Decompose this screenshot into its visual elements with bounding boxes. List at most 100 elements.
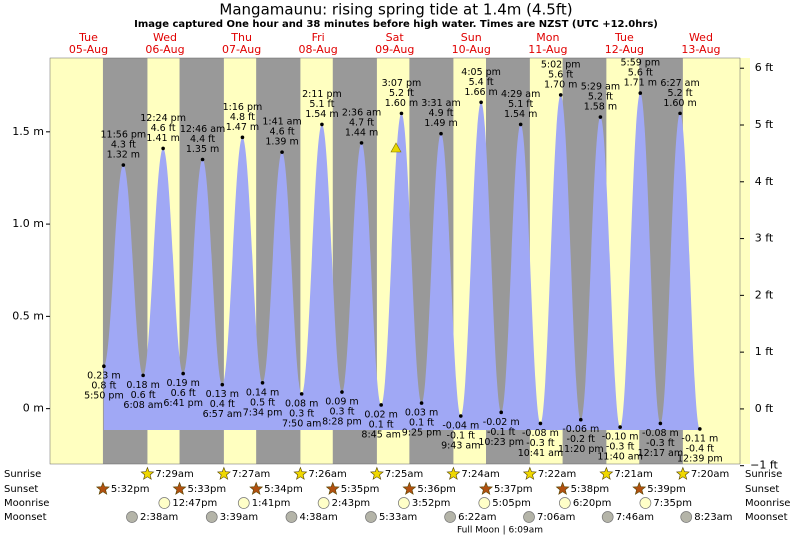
moonrise-icon <box>237 497 250 509</box>
moon-phase: Full Moon | 6:09am <box>457 526 543 536</box>
row-label: Sunrise <box>4 469 41 480</box>
tide-point <box>658 421 663 426</box>
tide-point <box>121 163 126 167</box>
tide-point <box>618 425 622 429</box>
tide-label: 6:08 am <box>123 400 162 411</box>
sunset-time: 5:34pm <box>264 484 303 495</box>
row-label: Sunset <box>4 484 38 495</box>
tide-label: 5:59 pm <box>620 58 660 69</box>
tide-label: 4.7 ft <box>349 117 374 128</box>
tide-label: 0.18 m <box>126 380 159 391</box>
moonset-time: 7:06am <box>537 512 575 523</box>
tide-label: -0.10 m <box>602 432 639 443</box>
tide-label: 1.44 m <box>345 127 378 138</box>
tide-point <box>538 421 543 426</box>
date-label: 08-Aug <box>299 43 338 56</box>
tide-label: 3:31 am <box>421 98 460 109</box>
tide-label: 0.3 ft <box>289 408 314 419</box>
date-label: 07-Aug <box>222 43 261 56</box>
tide-point <box>458 414 463 418</box>
tide-label: 0.4 ft <box>210 399 235 410</box>
tide-label: 5.4 ft <box>469 77 494 88</box>
tide-label: 4.6 ft <box>270 127 295 138</box>
row-label: Moonrise <box>745 498 790 509</box>
row-label: Sunrise <box>745 469 782 480</box>
moonrise-time: 12:47pm <box>172 498 217 509</box>
tide-label: 4:29 am <box>501 89 540 100</box>
moonrise-time: 1:41pm <box>252 498 291 509</box>
tide-label: 6:57 am <box>203 409 242 420</box>
tide-label: 5.1 ft <box>309 99 334 110</box>
moonrise-icon <box>158 497 171 509</box>
tide-label: 8:45 am <box>361 429 400 440</box>
tide-label: 0.1 ft <box>369 419 394 430</box>
date-label: 06-Aug <box>145 43 184 56</box>
weekday-label: Tue <box>614 31 634 44</box>
y-tick-label: 0.5 m <box>12 309 44 322</box>
tide-label: 0.5 ft <box>250 397 275 408</box>
tide-label: -0.3 ft <box>606 442 635 453</box>
sunset-icon <box>632 481 647 495</box>
tide-label: 1.66 m <box>464 87 497 98</box>
tide-label: -0.3 ft <box>526 438 555 449</box>
tide-label: 11:40 am <box>597 452 642 463</box>
tide-label: 1:41 am <box>262 117 301 128</box>
tide-label: 0.1 ft <box>409 418 434 429</box>
tide-label: -0.04 m <box>442 421 479 432</box>
sunrise-time: 7:25am <box>385 469 423 480</box>
y-tick-label: 1.0 m <box>12 217 44 230</box>
tide-point <box>340 390 344 394</box>
current-marker <box>390 142 402 153</box>
tide-label: 1.60 m <box>663 98 696 109</box>
weekday-label: Wed <box>153 31 177 44</box>
moonset-time: 2:38am <box>140 512 178 523</box>
sunset-time: 5:36pm <box>417 484 456 495</box>
tide-label: -0.1 ft <box>447 431 476 442</box>
tide-point <box>558 93 563 97</box>
moonset-time: 8:23am <box>694 512 732 523</box>
sunrise-icon <box>599 466 614 480</box>
tide-label: 1.41 m <box>146 133 179 144</box>
tide-label: 0.03 m <box>405 408 438 419</box>
tide-label: -0.4 ft <box>686 443 715 454</box>
moonrise-icon <box>317 497 330 509</box>
tide-label: 6:27 am <box>660 78 699 89</box>
tide-point <box>678 111 682 116</box>
date-label: 05-Aug <box>69 43 108 56</box>
moonset-icon <box>365 511 377 523</box>
tide-label: 1.54 m <box>504 109 537 120</box>
tide-label: 2:11 pm <box>302 89 342 100</box>
tide-label: 5:02 pm <box>541 59 581 70</box>
tide-label: 0.19 m <box>166 378 199 389</box>
tide-point <box>102 364 106 368</box>
tide-label: 5:29 am <box>581 82 620 93</box>
tide-label: 4.3 ft <box>111 140 136 151</box>
sunset-time: 5:39pm <box>647 484 686 495</box>
tide-label: 12:17 am <box>638 448 683 459</box>
tide-point <box>379 403 383 407</box>
weekday-label: Tue <box>78 31 98 44</box>
tide-label: 0.14 m <box>246 387 279 398</box>
moonset-icon <box>285 511 298 523</box>
tide-label: 5.6 ft <box>628 68 653 79</box>
tide-label: 0.13 m <box>206 389 239 400</box>
sunrise-icon <box>293 466 308 480</box>
moonset-time: 3:39am <box>220 512 258 523</box>
moonset-time: 5:33am <box>379 512 417 523</box>
tide-label: 12:24 pm <box>140 113 186 124</box>
tide-label: 4:05 pm <box>461 67 501 78</box>
sunrise-icon <box>216 466 231 480</box>
tide-label: -0.2 ft <box>567 434 596 445</box>
tide-label: -0.02 m <box>483 417 520 428</box>
date-label: 12-Aug <box>605 43 644 56</box>
tide-label: 1:16 pm <box>223 102 263 113</box>
date-label: 09-Aug <box>375 43 414 56</box>
sunset-icon <box>479 481 493 495</box>
tide-point <box>299 392 304 396</box>
sunrise-icon <box>522 466 537 480</box>
tide-point <box>220 382 225 387</box>
moonset-time: 6:22am <box>458 512 496 523</box>
y2-tick-label: 6 ft <box>755 61 774 74</box>
tide-label: 9:25 pm <box>402 428 442 439</box>
